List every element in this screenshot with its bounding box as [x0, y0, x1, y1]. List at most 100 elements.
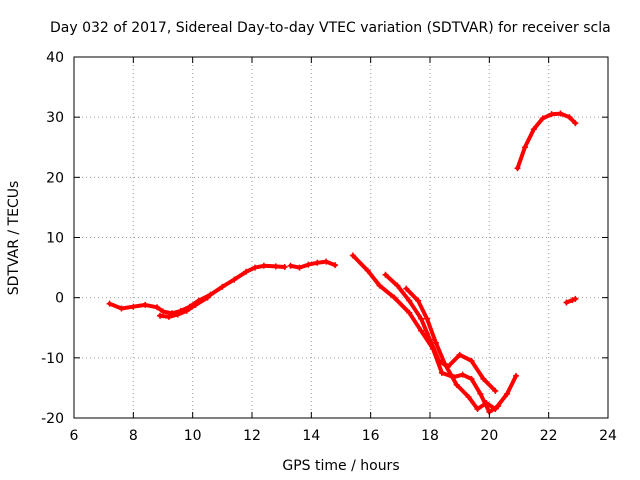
data-point — [456, 351, 463, 358]
data-point — [530, 126, 537, 133]
series-arc-6 — [403, 285, 520, 412]
data-point — [514, 165, 521, 172]
data-point — [406, 309, 413, 316]
y-tick-label: -10 — [41, 351, 64, 367]
data-point — [459, 371, 466, 378]
series-arc-5 — [382, 271, 499, 394]
series-arc-7 — [514, 110, 579, 172]
x-tick-label: 24 — [599, 428, 617, 444]
data-point — [296, 264, 303, 271]
data-point — [468, 357, 475, 364]
data-point — [314, 259, 321, 266]
data-point — [418, 327, 425, 334]
data-point — [435, 357, 442, 364]
data-point — [441, 360, 448, 367]
data-point — [569, 297, 576, 304]
x-tick-label: 18 — [421, 428, 439, 444]
x-tick-label: 6 — [70, 428, 79, 444]
data-point — [406, 297, 413, 304]
data-point — [432, 339, 439, 346]
x-tick-label: 20 — [480, 428, 498, 444]
y-tick-label: 40 — [46, 50, 64, 66]
series-arc-3 — [287, 258, 339, 271]
data-point — [142, 301, 149, 308]
data-point — [563, 299, 570, 306]
data-point — [418, 315, 425, 322]
data-point — [376, 282, 383, 289]
data-point — [174, 311, 181, 318]
y-tick-label: 30 — [46, 110, 64, 126]
data-point — [468, 375, 475, 382]
x-axis-label: GPS time / hours — [282, 458, 399, 474]
data-point — [130, 303, 137, 310]
data-point — [106, 300, 113, 307]
data-point — [231, 276, 238, 283]
data-point — [403, 285, 410, 292]
data-point — [474, 405, 481, 412]
data-point — [160, 308, 166, 315]
x-tick-label: 22 — [540, 428, 558, 444]
y-axis-label: SDTVAR / TECUs — [6, 181, 22, 296]
data-point — [483, 399, 490, 406]
data-point — [427, 336, 433, 343]
data-point — [323, 258, 330, 265]
x-tick-label: 12 — [243, 428, 261, 444]
data-point — [165, 313, 172, 320]
series-arc-2 — [157, 294, 211, 320]
chart-title: Day 032 of 2017, Sidereal Day-to-day VTE… — [50, 20, 611, 36]
y-tick-label: 0 — [55, 291, 64, 307]
series-line — [288, 259, 338, 270]
data-point — [251, 264, 258, 271]
data-point — [157, 312, 164, 319]
x-tick-label: 14 — [302, 428, 320, 444]
data-point — [394, 282, 401, 289]
data-point — [204, 294, 211, 301]
series-line — [404, 286, 518, 411]
x-tick-label: 8 — [129, 428, 138, 444]
series-arc-8 — [563, 295, 579, 306]
tick-labels: 6 8 10 12 14 16 18 20 22 24 -20 -10 0 10 20 30 40 — [41, 50, 617, 444]
data-point — [504, 390, 511, 397]
grid — [74, 57, 608, 418]
data-point — [521, 144, 528, 151]
x-tick-label: 10 — [184, 428, 202, 444]
data-point — [260, 262, 267, 269]
data-point — [118, 305, 125, 312]
y-tick-label: 10 — [46, 231, 64, 247]
data-point — [382, 271, 389, 278]
data-point — [364, 267, 371, 274]
data-point — [492, 387, 499, 394]
data-point — [572, 120, 579, 127]
y-tick-label: -20 — [41, 411, 64, 427]
data-point — [391, 294, 398, 301]
data-point — [154, 304, 161, 311]
data-point — [557, 110, 564, 117]
data-point — [287, 262, 294, 269]
data-point — [465, 393, 472, 400]
ticks — [73, 56, 609, 419]
data-point — [192, 301, 199, 308]
data-point — [539, 115, 546, 122]
x-tick-label: 16 — [362, 428, 380, 444]
data-point — [492, 405, 499, 412]
data-point — [272, 263, 279, 270]
data-point — [305, 261, 312, 268]
data-point — [438, 369, 445, 376]
data-point — [480, 375, 487, 382]
data-point — [566, 114, 573, 121]
data-point — [219, 283, 226, 290]
data-point — [281, 263, 288, 270]
series-line — [515, 111, 578, 171]
data-point — [332, 262, 339, 269]
data-point — [207, 291, 214, 298]
series-layer — [106, 110, 579, 415]
data-point — [513, 372, 520, 379]
data-point — [572, 295, 579, 302]
data-point — [183, 307, 190, 314]
data-point — [424, 315, 431, 322]
data-point — [243, 268, 250, 275]
y-tick-label: 20 — [46, 170, 64, 186]
data-point — [349, 252, 356, 259]
data-point — [453, 381, 460, 388]
